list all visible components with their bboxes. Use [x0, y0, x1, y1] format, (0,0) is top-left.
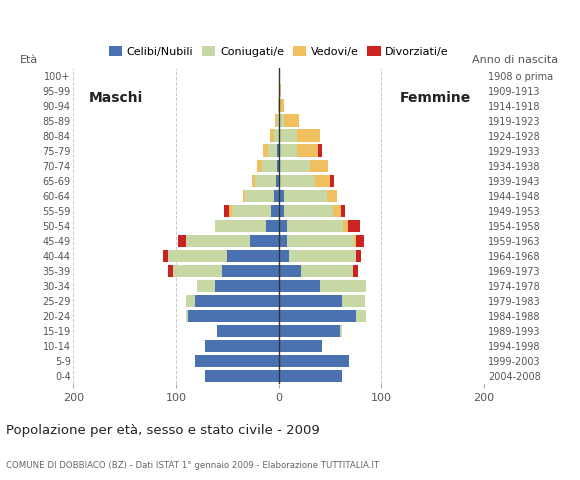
- Bar: [215, 220, 266, 232]
- Bar: [279, 190, 284, 202]
- Bar: [318, 144, 322, 157]
- Bar: [284, 114, 299, 127]
- Bar: [289, 250, 356, 262]
- Bar: [310, 159, 328, 172]
- Bar: [354, 235, 356, 247]
- Bar: [194, 355, 279, 367]
- Bar: [279, 114, 284, 127]
- Bar: [217, 325, 279, 337]
- Legend: Celibi/Nubili, Coniugati/e, Vedovi/e, Divorziati/e: Celibi/Nubili, Coniugati/e, Vedovi/e, Di…: [104, 42, 453, 61]
- Bar: [263, 144, 269, 157]
- Bar: [279, 159, 310, 172]
- Bar: [222, 264, 279, 277]
- Bar: [279, 370, 342, 382]
- Bar: [342, 295, 365, 307]
- Bar: [356, 250, 361, 262]
- Bar: [243, 190, 245, 202]
- Bar: [279, 130, 297, 142]
- Bar: [186, 235, 250, 247]
- Bar: [287, 235, 354, 247]
- Bar: [168, 264, 173, 277]
- Bar: [279, 175, 315, 187]
- Bar: [266, 220, 279, 232]
- Bar: [343, 220, 347, 232]
- Bar: [279, 144, 297, 157]
- Bar: [188, 310, 279, 322]
- Bar: [353, 264, 358, 277]
- Bar: [279, 204, 284, 217]
- Bar: [340, 325, 342, 337]
- Bar: [186, 295, 194, 307]
- Bar: [284, 190, 327, 202]
- Bar: [275, 114, 277, 127]
- Bar: [277, 159, 279, 172]
- Bar: [269, 144, 277, 157]
- Bar: [173, 264, 222, 277]
- Bar: [274, 130, 279, 142]
- Bar: [279, 355, 349, 367]
- Text: Popolazione per età, sesso e stato civile - 2009: Popolazione per età, sesso e stato civil…: [6, 424, 320, 437]
- Bar: [197, 280, 215, 292]
- Bar: [356, 310, 366, 322]
- Bar: [279, 250, 289, 262]
- Bar: [315, 175, 330, 187]
- Text: Femmine: Femmine: [400, 91, 471, 105]
- Bar: [297, 144, 318, 157]
- Bar: [279, 84, 281, 96]
- Bar: [279, 325, 340, 337]
- Bar: [257, 159, 262, 172]
- Bar: [327, 190, 338, 202]
- Bar: [168, 250, 227, 262]
- Bar: [178, 235, 186, 247]
- Bar: [330, 175, 334, 187]
- Bar: [356, 235, 364, 247]
- Bar: [279, 264, 302, 277]
- Bar: [224, 204, 230, 217]
- Bar: [250, 235, 279, 247]
- Bar: [279, 310, 356, 322]
- Bar: [252, 175, 255, 187]
- Bar: [302, 264, 353, 277]
- Bar: [194, 295, 279, 307]
- Bar: [342, 204, 346, 217]
- Bar: [279, 235, 287, 247]
- Bar: [231, 204, 270, 217]
- Bar: [163, 250, 168, 262]
- Bar: [287, 220, 343, 232]
- Bar: [270, 130, 274, 142]
- Text: Maschi: Maschi: [89, 91, 143, 105]
- Bar: [205, 340, 279, 352]
- Text: Anno di nascita: Anno di nascita: [472, 55, 558, 65]
- Text: Età: Età: [20, 55, 38, 65]
- Bar: [279, 99, 284, 112]
- Bar: [215, 280, 279, 292]
- Bar: [297, 130, 320, 142]
- Bar: [230, 204, 231, 217]
- Bar: [284, 204, 333, 217]
- Bar: [262, 159, 277, 172]
- Bar: [279, 340, 322, 352]
- Bar: [245, 190, 274, 202]
- Bar: [270, 204, 279, 217]
- Bar: [279, 280, 320, 292]
- Bar: [347, 220, 360, 232]
- Bar: [205, 370, 279, 382]
- Bar: [227, 250, 279, 262]
- Text: COMUNE DI DOBBIACO (BZ) - Dati ISTAT 1° gennaio 2009 - Elaborazione TUTTITALIA.I: COMUNE DI DOBBIACO (BZ) - Dati ISTAT 1° …: [6, 461, 379, 470]
- Bar: [333, 204, 342, 217]
- Bar: [279, 295, 342, 307]
- Bar: [186, 310, 188, 322]
- Bar: [277, 114, 279, 127]
- Bar: [274, 190, 279, 202]
- Bar: [277, 144, 279, 157]
- Bar: [279, 220, 287, 232]
- Bar: [278, 99, 279, 112]
- Bar: [276, 175, 279, 187]
- Bar: [255, 175, 276, 187]
- Bar: [320, 280, 366, 292]
